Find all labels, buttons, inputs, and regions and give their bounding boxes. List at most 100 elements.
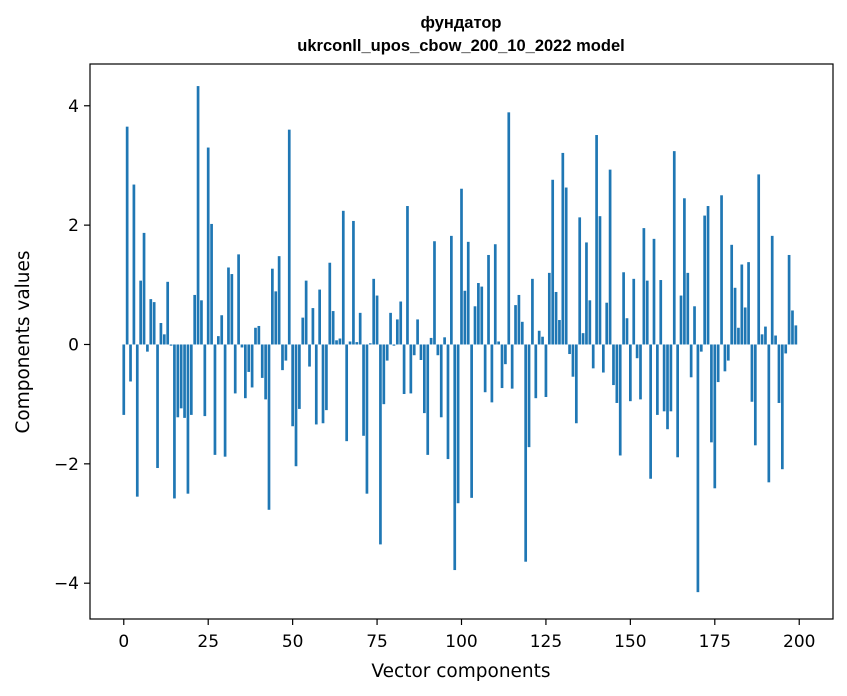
bar	[122, 344, 126, 415]
bar	[223, 344, 227, 457]
x-tick-label: 125	[530, 632, 562, 652]
bar	[770, 235, 774, 345]
bar	[743, 307, 747, 345]
bar	[294, 344, 298, 467]
x-tick-label: 100	[445, 632, 477, 652]
x-axis-label: Vector components	[371, 661, 550, 682]
bar	[632, 278, 636, 345]
bar	[257, 325, 261, 345]
bar	[352, 220, 355, 345]
bar	[537, 330, 541, 345]
bar	[125, 126, 129, 345]
bar	[341, 210, 345, 345]
bar	[240, 344, 244, 348]
x-tick-label: 200	[783, 632, 815, 652]
bar	[227, 267, 230, 345]
bar	[710, 344, 713, 443]
bar	[446, 344, 450, 460]
bar	[747, 262, 750, 345]
bar	[146, 344, 149, 352]
bar	[480, 286, 484, 345]
bar	[666, 344, 669, 430]
bar	[699, 344, 703, 352]
bar	[639, 344, 642, 400]
bar	[358, 312, 362, 345]
bar	[527, 344, 531, 448]
bar	[531, 278, 534, 345]
y-tick-label: −4	[54, 574, 79, 594]
bar	[335, 340, 338, 345]
bar	[676, 344, 679, 458]
bar	[490, 344, 494, 403]
bar	[750, 344, 754, 402]
bar	[652, 238, 656, 345]
bar	[726, 344, 730, 361]
bar	[291, 344, 294, 427]
bar	[156, 344, 159, 469]
bar	[129, 344, 132, 382]
bar	[713, 344, 717, 489]
bar	[250, 344, 254, 388]
bar	[193, 294, 197, 345]
bar	[561, 152, 565, 345]
bar	[321, 344, 325, 424]
bar	[703, 215, 707, 345]
bar	[196, 86, 200, 345]
bar	[419, 344, 423, 360]
bar	[500, 344, 504, 389]
bar	[338, 338, 342, 345]
bar	[169, 344, 173, 346]
bar	[622, 272, 625, 345]
bar	[244, 344, 247, 399]
bar	[426, 344, 430, 455]
bar	[368, 343, 372, 345]
bar	[669, 344, 673, 412]
bar	[412, 344, 416, 356]
bar	[774, 335, 777, 345]
bar	[281, 344, 284, 371]
bar	[139, 280, 143, 345]
bar	[433, 241, 436, 345]
bar	[179, 344, 183, 409]
bar	[608, 169, 612, 345]
bar	[581, 333, 585, 345]
bar	[568, 344, 571, 355]
bar	[159, 323, 163, 345]
chart-title: фундатор	[420, 14, 501, 32]
bar	[629, 344, 632, 402]
bar	[760, 334, 764, 345]
bar	[706, 206, 710, 345]
bar	[794, 325, 798, 345]
bar	[598, 216, 602, 345]
bar	[365, 344, 369, 494]
y-tick-label: −2	[54, 455, 79, 475]
bar	[318, 289, 321, 345]
bar	[487, 254, 490, 345]
y-axis-label: Components values	[13, 250, 34, 433]
bar	[267, 344, 271, 510]
bar	[716, 344, 720, 383]
bar	[331, 311, 335, 345]
bar	[544, 344, 548, 397]
bar	[409, 344, 413, 394]
bar	[436, 344, 440, 356]
bar	[220, 315, 224, 345]
bar	[423, 344, 426, 414]
bar	[277, 256, 281, 345]
bar	[375, 295, 379, 345]
bar	[625, 318, 629, 345]
bar	[254, 327, 257, 345]
bar	[787, 254, 791, 345]
bar	[260, 344, 264, 378]
bar	[466, 241, 470, 345]
bar	[764, 326, 767, 345]
bar	[271, 268, 274, 345]
x-tick-label: 150	[614, 632, 646, 652]
bar	[233, 344, 237, 394]
bars-group	[122, 86, 798, 593]
bar	[274, 291, 278, 345]
bar	[493, 244, 497, 345]
bar	[213, 344, 217, 455]
bar	[304, 280, 308, 345]
bar	[686, 272, 690, 345]
